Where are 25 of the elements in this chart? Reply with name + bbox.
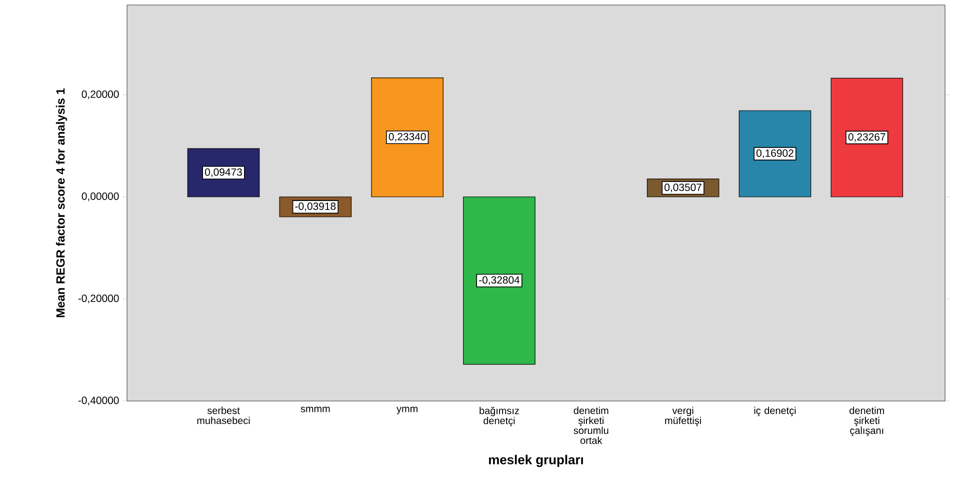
bar [463, 196, 536, 365]
x-tick-label: iç denetçi [754, 406, 796, 416]
data-label: 0,03507 [664, 184, 702, 192]
data-label: 0,23340 [388, 133, 426, 142]
bar [371, 77, 444, 198]
data-label: 0,16902 [756, 149, 794, 158]
x-tick-label: denetim şirketi sorumlu ortak [574, 406, 608, 444]
x-axis-title: meslek grupları [488, 454, 583, 467]
bar [830, 78, 904, 198]
x-tick-label: smmm [300, 406, 330, 412]
y-tick-label: 0,00000 [82, 192, 119, 202]
x-tick-label: serbest muhasebeci [197, 406, 250, 424]
data-label: 0,09473 [205, 168, 242, 178]
x-tick-label: bağımsız denetçi [480, 406, 519, 426]
x-tick-label: ymm [396, 406, 418, 414]
x-tick-label: denetim şirketi çalışanı [850, 406, 884, 436]
data-label: -0,03918 [295, 202, 336, 212]
bar [738, 110, 812, 198]
y-tick-label: -0,40000 [78, 396, 119, 406]
y-tick-label: -0,20000 [78, 294, 119, 304]
data-label: -0,32804 [479, 276, 520, 285]
data-label: 0,23267 [848, 133, 886, 142]
y-tick-label: 0,20000 [82, 90, 119, 100]
x-tick-label: vergi müfettişi [665, 406, 701, 426]
y-axis-title: Mean REGR factor score 4 for analysis 1 [56, 88, 68, 318]
